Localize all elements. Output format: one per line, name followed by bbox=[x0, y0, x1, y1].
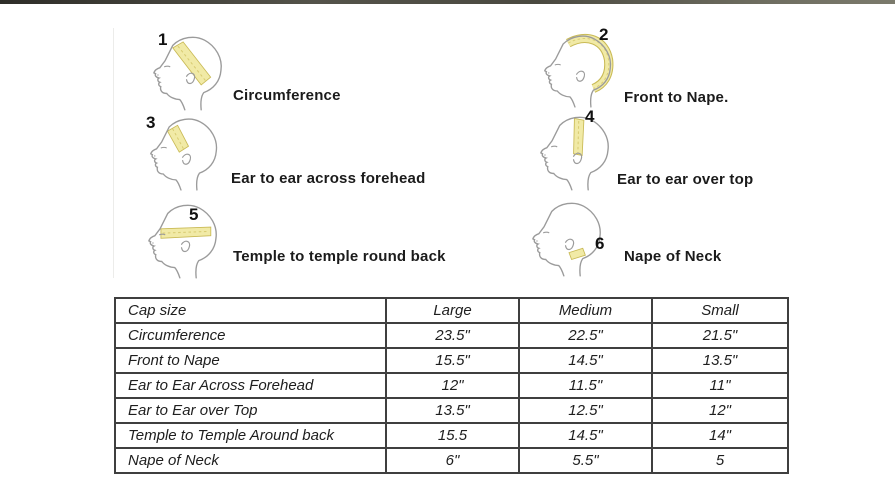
table-cell: Temple to Temple Around back bbox=[114, 422, 387, 449]
table-cell: 6" bbox=[385, 447, 520, 474]
head-diagram-front-to-nape-icon bbox=[544, 34, 614, 108]
table-cell: 13.5" bbox=[385, 397, 520, 424]
table-cell: 14.5" bbox=[518, 347, 653, 374]
head-diagram-temple-to-temple-icon bbox=[148, 204, 217, 279]
head-diagram-nape-of-neck-icon bbox=[532, 202, 601, 277]
head-diagram-ear-to-ear-over-top-icon bbox=[540, 116, 609, 191]
table-cell: 23.5" bbox=[385, 322, 520, 349]
table-row: Ear to Ear Across Forehead 12" 11.5" 11" bbox=[114, 372, 789, 399]
diagram-label-temple-to-temple: Temple to temple round back bbox=[233, 248, 446, 265]
diagram-number: 4 bbox=[585, 107, 595, 126]
table-cell: Ear to Ear Across Forehead bbox=[114, 372, 387, 399]
table-cell: 21.5" bbox=[651, 322, 789, 349]
diagram-number: 1 bbox=[158, 30, 168, 49]
table-cell: 15.5 bbox=[385, 422, 520, 449]
diagram-panel-edge bbox=[113, 28, 114, 278]
table-cell: Circumference bbox=[114, 322, 387, 349]
cap-size-table: Cap size Large Medium Small Circumferenc… bbox=[114, 297, 789, 474]
table-cell: 14" bbox=[651, 422, 789, 449]
table-header-medium: Medium bbox=[518, 297, 653, 324]
diagram-label-ear-to-ear-across-forehead: Ear to ear across forehead bbox=[231, 170, 426, 187]
table-row: Circumference 23.5" 22.5" 21.5" bbox=[114, 322, 789, 349]
table-cell: 11" bbox=[651, 372, 789, 399]
table-cell: 13.5" bbox=[651, 347, 789, 374]
table-cell: 12" bbox=[651, 397, 789, 424]
diagram-number: 6 bbox=[595, 234, 605, 253]
table-cell: 11.5" bbox=[518, 372, 653, 399]
table-header-small: Small bbox=[651, 297, 789, 324]
table-cell: 12.5" bbox=[518, 397, 653, 424]
table-cell: Nape of Neck bbox=[114, 447, 387, 474]
diagram-label-ear-to-ear-over-top: Ear to ear over top bbox=[617, 171, 754, 188]
diagram-label-front-to-nape: Front to Nape. bbox=[624, 89, 729, 106]
table-cell: 22.5" bbox=[518, 322, 653, 349]
top-border-strip bbox=[0, 0, 895, 4]
diagram-label-circumference: Circumference bbox=[233, 87, 341, 104]
table-row: Nape of Neck 6" 5.5" 5 bbox=[114, 447, 789, 474]
table-cell: 12" bbox=[385, 372, 520, 399]
head-diagram-ear-to-ear-across-forehead-icon bbox=[150, 118, 218, 191]
diagram-number: 5 bbox=[189, 205, 199, 224]
table-cell: 5 bbox=[651, 447, 789, 474]
table-header-row: Cap size Large Medium Small bbox=[114, 297, 789, 324]
table-cell: 5.5" bbox=[518, 447, 653, 474]
diagram-label-nape-of-neck: Nape of Neck bbox=[624, 248, 722, 265]
diagram-number: 2 bbox=[599, 25, 609, 44]
table-cell: Front to Nape bbox=[114, 347, 387, 374]
table-row: Ear to Ear over Top 13.5" 12.5" 12" bbox=[114, 397, 789, 424]
table-header-cap-size: Cap size bbox=[114, 297, 387, 324]
table-cell: Ear to Ear over Top bbox=[114, 397, 387, 424]
table-row: Temple to Temple Around back 15.5 14.5" … bbox=[114, 422, 789, 449]
table-cell: 15.5" bbox=[385, 347, 520, 374]
table-header-large: Large bbox=[385, 297, 520, 324]
head-diagram-circumference-icon bbox=[153, 36, 222, 111]
table-cell: 14.5" bbox=[518, 422, 653, 449]
diagram-number: 3 bbox=[146, 113, 156, 132]
table-row: Front to Nape 15.5" 14.5" 13.5" bbox=[114, 347, 789, 374]
